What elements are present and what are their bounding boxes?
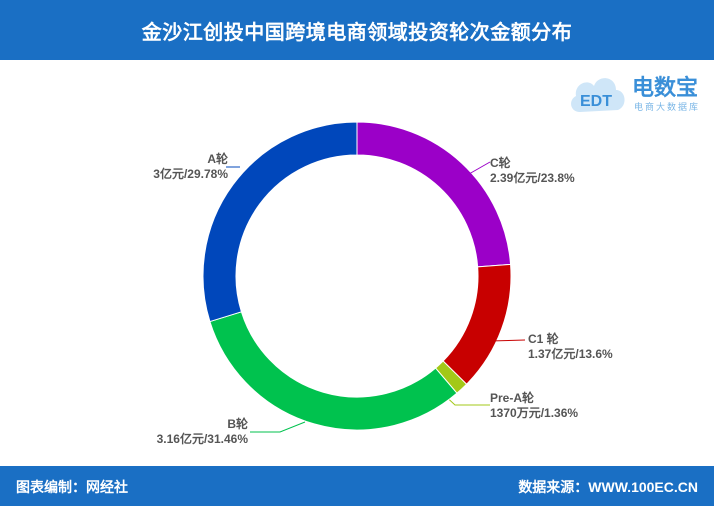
- edt-logo: EDT 电数宝 电商大数据库: [566, 66, 706, 126]
- donut-slice-3: [209, 311, 458, 431]
- slice-category-label-1: C1 轮: [528, 331, 560, 346]
- leader-line-3: [250, 421, 306, 433]
- footer-bar: 图表编制：网经社 数据来源：WWW.100EC.CN: [0, 466, 714, 506]
- logo-subtitle: 电商大数据库: [634, 102, 701, 112]
- slice-category-label-2: Pre-A轮: [490, 390, 535, 405]
- slice-value-label-2: 1370万元/1.36%: [490, 406, 578, 420]
- donut-slice-1: [442, 263, 512, 385]
- slice-category-label-0: C轮: [490, 155, 512, 170]
- footer-compiler: 图表编制：网经社: [16, 479, 128, 495]
- donut-slice-4: [202, 121, 358, 323]
- slice-value-label-4: 3亿元/29.78%: [153, 166, 228, 181]
- slice-value-label-1: 1.37亿元/13.6%: [528, 346, 613, 361]
- cloud-icon: EDT: [571, 78, 625, 112]
- slice-value-label-0: 2.39亿元/23.8%: [490, 170, 575, 185]
- slice-category-label-3: B轮: [227, 416, 249, 431]
- slice-category-label-4: A轮: [207, 151, 229, 166]
- logo-mark: EDT: [580, 93, 612, 110]
- logo-brand: 电数宝: [632, 75, 699, 100]
- slice-value-label-3: 3.16亿元/31.46%: [157, 431, 249, 446]
- leader-line-1: [489, 339, 526, 342]
- footer-source: 数据来源：WWW.100EC.CN: [518, 479, 698, 495]
- chart-title: 金沙江创投中国跨境电商领域投资轮次金额分布: [0, 0, 714, 60]
- leader-line-0: [454, 161, 491, 183]
- donut-chart: C轮2.39亿元/23.8% C1 轮1.37亿元/13.6% Pre-A轮1370…: [153, 121, 613, 446]
- donut-slice-0: [356, 121, 512, 268]
